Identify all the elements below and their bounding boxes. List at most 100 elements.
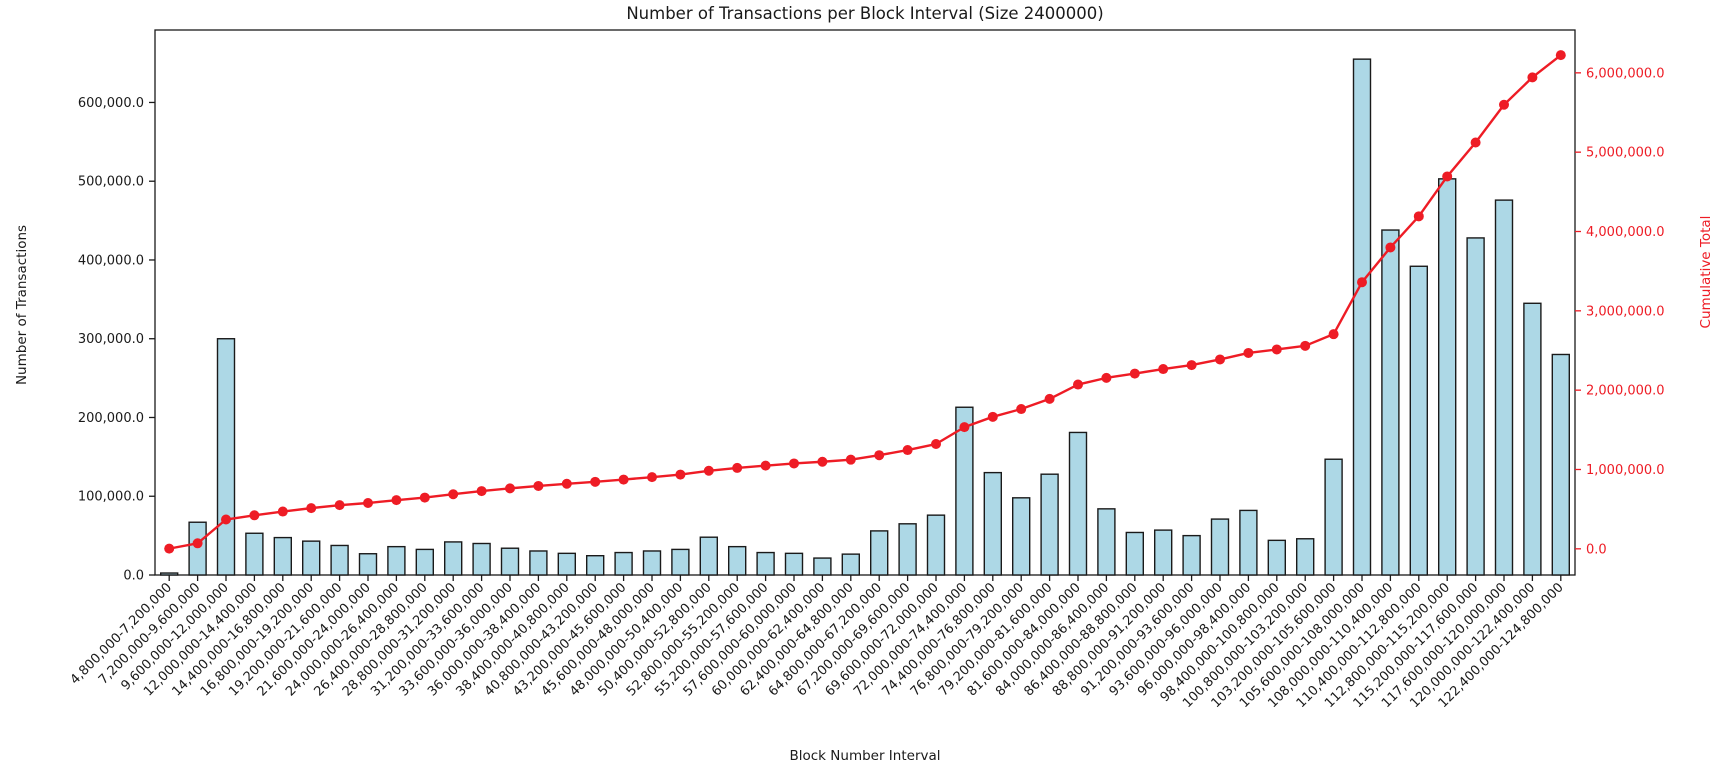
- cumulative-point: [675, 469, 686, 480]
- bar: [699, 536, 718, 576]
- bar: [245, 532, 264, 576]
- cumulative-point: [1357, 277, 1367, 288]
- cumulative-point: [732, 462, 743, 473]
- y-tick-label-left: 300,000.0: [78, 332, 144, 347]
- y-tick-label-right: 0.0: [1586, 542, 1607, 557]
- cumulative-point: [1470, 137, 1481, 148]
- cumulative-point: [1555, 50, 1566, 61]
- bar: [444, 541, 463, 576]
- bar: [1523, 302, 1542, 576]
- cumulative-point: [1158, 364, 1169, 375]
- bar: [1267, 539, 1287, 576]
- y-tick-label-left: 0.0: [123, 569, 144, 584]
- bar: [1381, 229, 1400, 576]
- bar: [216, 338, 236, 576]
- cumulative-point: [931, 439, 941, 450]
- cumulative-point: [874, 450, 885, 461]
- cumulative-point: [1073, 379, 1083, 390]
- y-tick-label-left: 200,000.0: [78, 411, 144, 426]
- cumulative-point: [1385, 242, 1396, 253]
- plot-frame: [154, 29, 1576, 576]
- cumulative-point: [1499, 99, 1509, 110]
- bar: [1324, 458, 1343, 576]
- bar: [1494, 199, 1514, 576]
- y-tick-label-left: 400,000.0: [78, 253, 144, 268]
- bar: [1352, 58, 1372, 576]
- cumulative-point: [1527, 72, 1538, 83]
- y-tick-label-right: 2,000,000.0: [1586, 384, 1665, 399]
- cumulative-point: [987, 411, 998, 422]
- bar: [1040, 473, 1059, 576]
- bar: [500, 547, 520, 576]
- bar: [188, 521, 207, 576]
- cumulative-point: [391, 495, 402, 506]
- bar: [728, 545, 747, 576]
- bar: [955, 406, 974, 576]
- bar: [1437, 178, 1457, 576]
- cumulative-point: [164, 543, 175, 554]
- bar: [1466, 237, 1485, 576]
- cumulative-point: [505, 483, 515, 494]
- cumulative-point: [789, 458, 799, 469]
- bar: [1295, 538, 1315, 576]
- bar: [642, 550, 662, 576]
- bar: [557, 552, 576, 576]
- bar: [273, 536, 292, 576]
- cumulative-point: [1413, 211, 1424, 222]
- cumulative-point: [1271, 344, 1282, 355]
- bar: [159, 572, 179, 576]
- bar: [1097, 508, 1116, 576]
- bar: [983, 471, 1002, 576]
- chart-title: Number of Transactions per Block Interva…: [626, 4, 1104, 23]
- bar: [756, 551, 775, 576]
- cumulative-point: [1328, 329, 1339, 340]
- bar: [415, 548, 434, 576]
- cumulative-point: [1044, 393, 1055, 404]
- cumulative-point: [277, 506, 288, 517]
- bar: [813, 557, 832, 576]
- cumulative-point: [817, 456, 828, 467]
- bar: [841, 553, 860, 576]
- bar: [1409, 265, 1429, 576]
- cumulative-point: [1101, 372, 1112, 383]
- cumulative-point: [1215, 354, 1225, 365]
- cumulative-point: [1129, 368, 1140, 379]
- cumulative-point: [618, 474, 629, 485]
- cumulative-point: [306, 503, 317, 514]
- cumulative-point: [590, 476, 601, 487]
- cumulative-point: [221, 514, 231, 525]
- cumulative-point: [533, 480, 544, 491]
- bar: [358, 553, 378, 576]
- cumulative-point: [845, 454, 856, 465]
- y-tick-label-right: 1,000,000.0: [1586, 463, 1665, 478]
- bar: [586, 555, 605, 576]
- cumulative-point: [1186, 360, 1197, 371]
- y-tick-label-left: 600,000.0: [78, 96, 144, 111]
- y-tick-label-right: 4,000,000.0: [1586, 225, 1665, 240]
- bar: [529, 550, 548, 576]
- y-tick-label-left: 100,000.0: [78, 490, 144, 505]
- bar: [1210, 518, 1230, 576]
- cumulative-point: [1300, 340, 1311, 351]
- bar: [387, 545, 406, 576]
- bar: [1125, 531, 1145, 576]
- cumulative-point: [476, 486, 487, 497]
- cumulative-point: [1243, 347, 1254, 358]
- cumulative-point: [902, 445, 913, 456]
- bar: [870, 530, 889, 576]
- bar: [1068, 431, 1088, 576]
- cumulative-point: [334, 500, 345, 511]
- bar: [330, 544, 349, 576]
- cumulative-point: [419, 492, 430, 503]
- cumulative-point: [647, 472, 657, 483]
- bar: [1239, 509, 1258, 576]
- y-tick-label-right: 3,000,000.0: [1586, 304, 1665, 319]
- y-tick-label-right: 5,000,000.0: [1586, 146, 1665, 161]
- bar: [472, 542, 491, 576]
- cumulative-point: [703, 465, 714, 476]
- cumulative-point: [959, 422, 970, 433]
- bar: [1012, 497, 1031, 576]
- bar: [1551, 353, 1571, 576]
